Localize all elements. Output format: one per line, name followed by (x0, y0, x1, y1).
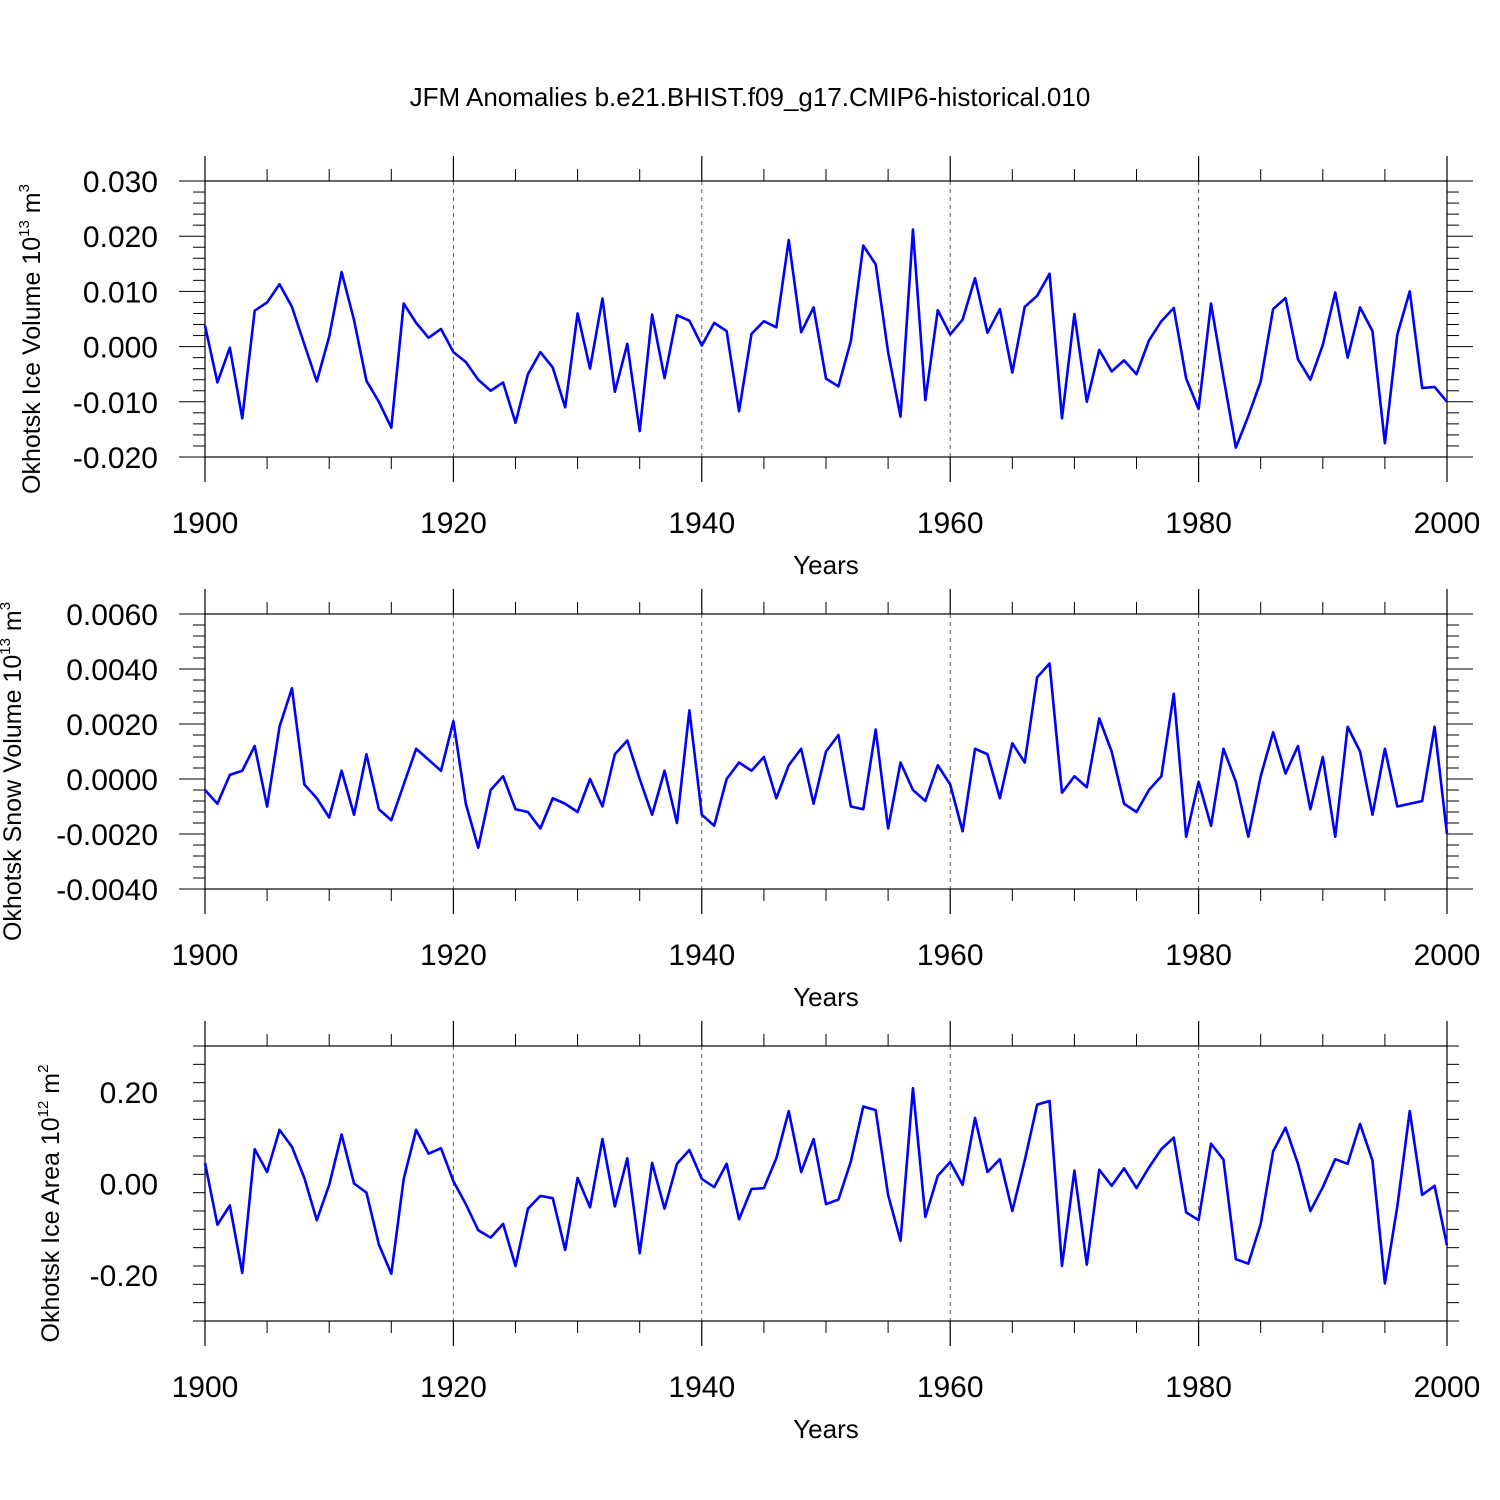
y-tick-label: 0.0020 (66, 709, 158, 742)
y-axis-label: Okhotsk Snow Volume 1013 m3 (0, 602, 27, 941)
plot-frame (204, 1045, 1448, 1322)
y-tick-label: 0.000 (83, 332, 158, 365)
x-tick-label: 1940 (668, 507, 735, 540)
y-axis-label: Okhotsk Ice Volume 1013 m3 (16, 184, 46, 494)
x-tick-label: 1900 (172, 507, 239, 540)
x-tick-label: 1960 (917, 939, 984, 972)
x-tick-label: 1920 (420, 1371, 487, 1404)
y-tick-label: -0.010 (73, 387, 158, 420)
x-tick-label: 1980 (1165, 1371, 1232, 1404)
y-tick-label: 0.0000 (66, 764, 158, 797)
x-axis-label: Years (793, 982, 859, 1012)
y-tick-label: 0.020 (83, 221, 158, 254)
y-tick-label: 0.0040 (66, 654, 158, 687)
panel-2: 1900 1920 1940 1960 1980 2000 Years 0.0060 0.004… (0, 589, 1480, 1012)
y-tick-label: -0.020 (73, 442, 158, 475)
y-tick-label: 0.030 (83, 166, 158, 199)
x-tick-label: 1980 (1165, 507, 1232, 540)
x-tick-label: 1920 (420, 507, 487, 540)
y-tick-label: -0.0040 (56, 874, 158, 907)
x-tick-label: 1920 (420, 939, 487, 972)
x-tick-label: 1940 (668, 1371, 735, 1404)
x-axis-label: Years (793, 550, 859, 580)
y-tick-label: 0.0060 (66, 599, 158, 632)
x-tick-label: 2000 (1414, 939, 1481, 972)
x-axis-label: Years (793, 1414, 859, 1444)
x-tick-label: 2000 (1414, 507, 1481, 540)
panels: 1900 1920 1940 1960 1980 2000 Years 0.030 0.020 0… (0, 156, 1480, 1444)
y-tick-label: -0.20 (90, 1260, 158, 1293)
x-tick-label: 1900 (172, 939, 239, 972)
x-tick-label: 1960 (917, 507, 984, 540)
x-tick-label: 1940 (668, 939, 735, 972)
x-tick-label: 2000 (1414, 1371, 1481, 1404)
x-tick-label: 1960 (917, 1371, 984, 1404)
series-line (203, 228, 1448, 449)
x-tick-label: 1900 (172, 1371, 239, 1404)
y-tick-label: 0.010 (83, 276, 158, 309)
panel-3: 1900 1920 1940 1960 1980 2000 Years 0.20 0.00 -0.… (35, 1021, 1480, 1444)
panel-1: 1900 1920 1940 1960 1980 2000 Years 0.030 0.020 0… (16, 156, 1480, 580)
series-line (204, 662, 1449, 850)
chart-title: JFM Anomalies b.e21.BHIST.f09_g17.CMIP6-… (410, 82, 1091, 112)
y-tick-label: 0.20 (100, 1077, 158, 1110)
y-tick-label: -0.0020 (56, 819, 158, 852)
series-line (203, 1086, 1449, 1285)
y-tick-label: 0.00 (100, 1169, 158, 1202)
y-axis-label: Okhotsk Ice Area 1012 m2 (35, 1065, 65, 1343)
x-tick-label: 1980 (1165, 939, 1232, 972)
